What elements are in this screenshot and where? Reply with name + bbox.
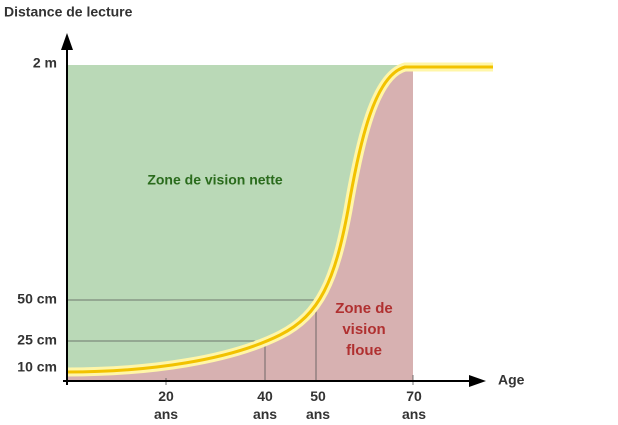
- y-arrow: [61, 33, 73, 50]
- guide-lines: [67, 299, 414, 385]
- x-axis-title: Age: [498, 372, 525, 388]
- x-tick-label: 50 ans: [305, 388, 331, 422]
- x-tick-label: 70 ans: [401, 388, 427, 422]
- y-tick-label: 10 cm: [17, 359, 57, 375]
- y-tick-label: 2 m: [33, 55, 57, 71]
- x-tick-label: 40 ans: [252, 388, 278, 422]
- curve: [66, 65, 493, 374]
- y-axis-title: Distance de lecture: [4, 4, 133, 20]
- blurry-zone-label: Zone de vision floue: [335, 300, 393, 359]
- x-tick-label: 20 ans: [153, 388, 179, 422]
- y-tick-label: 50 cm: [17, 291, 57, 307]
- clear-zone-label: Zone de vision nette: [147, 172, 283, 188]
- x-arrow: [469, 375, 486, 387]
- blurry-zone: [67, 67, 413, 381]
- y-tick-label: 25 cm: [17, 332, 57, 348]
